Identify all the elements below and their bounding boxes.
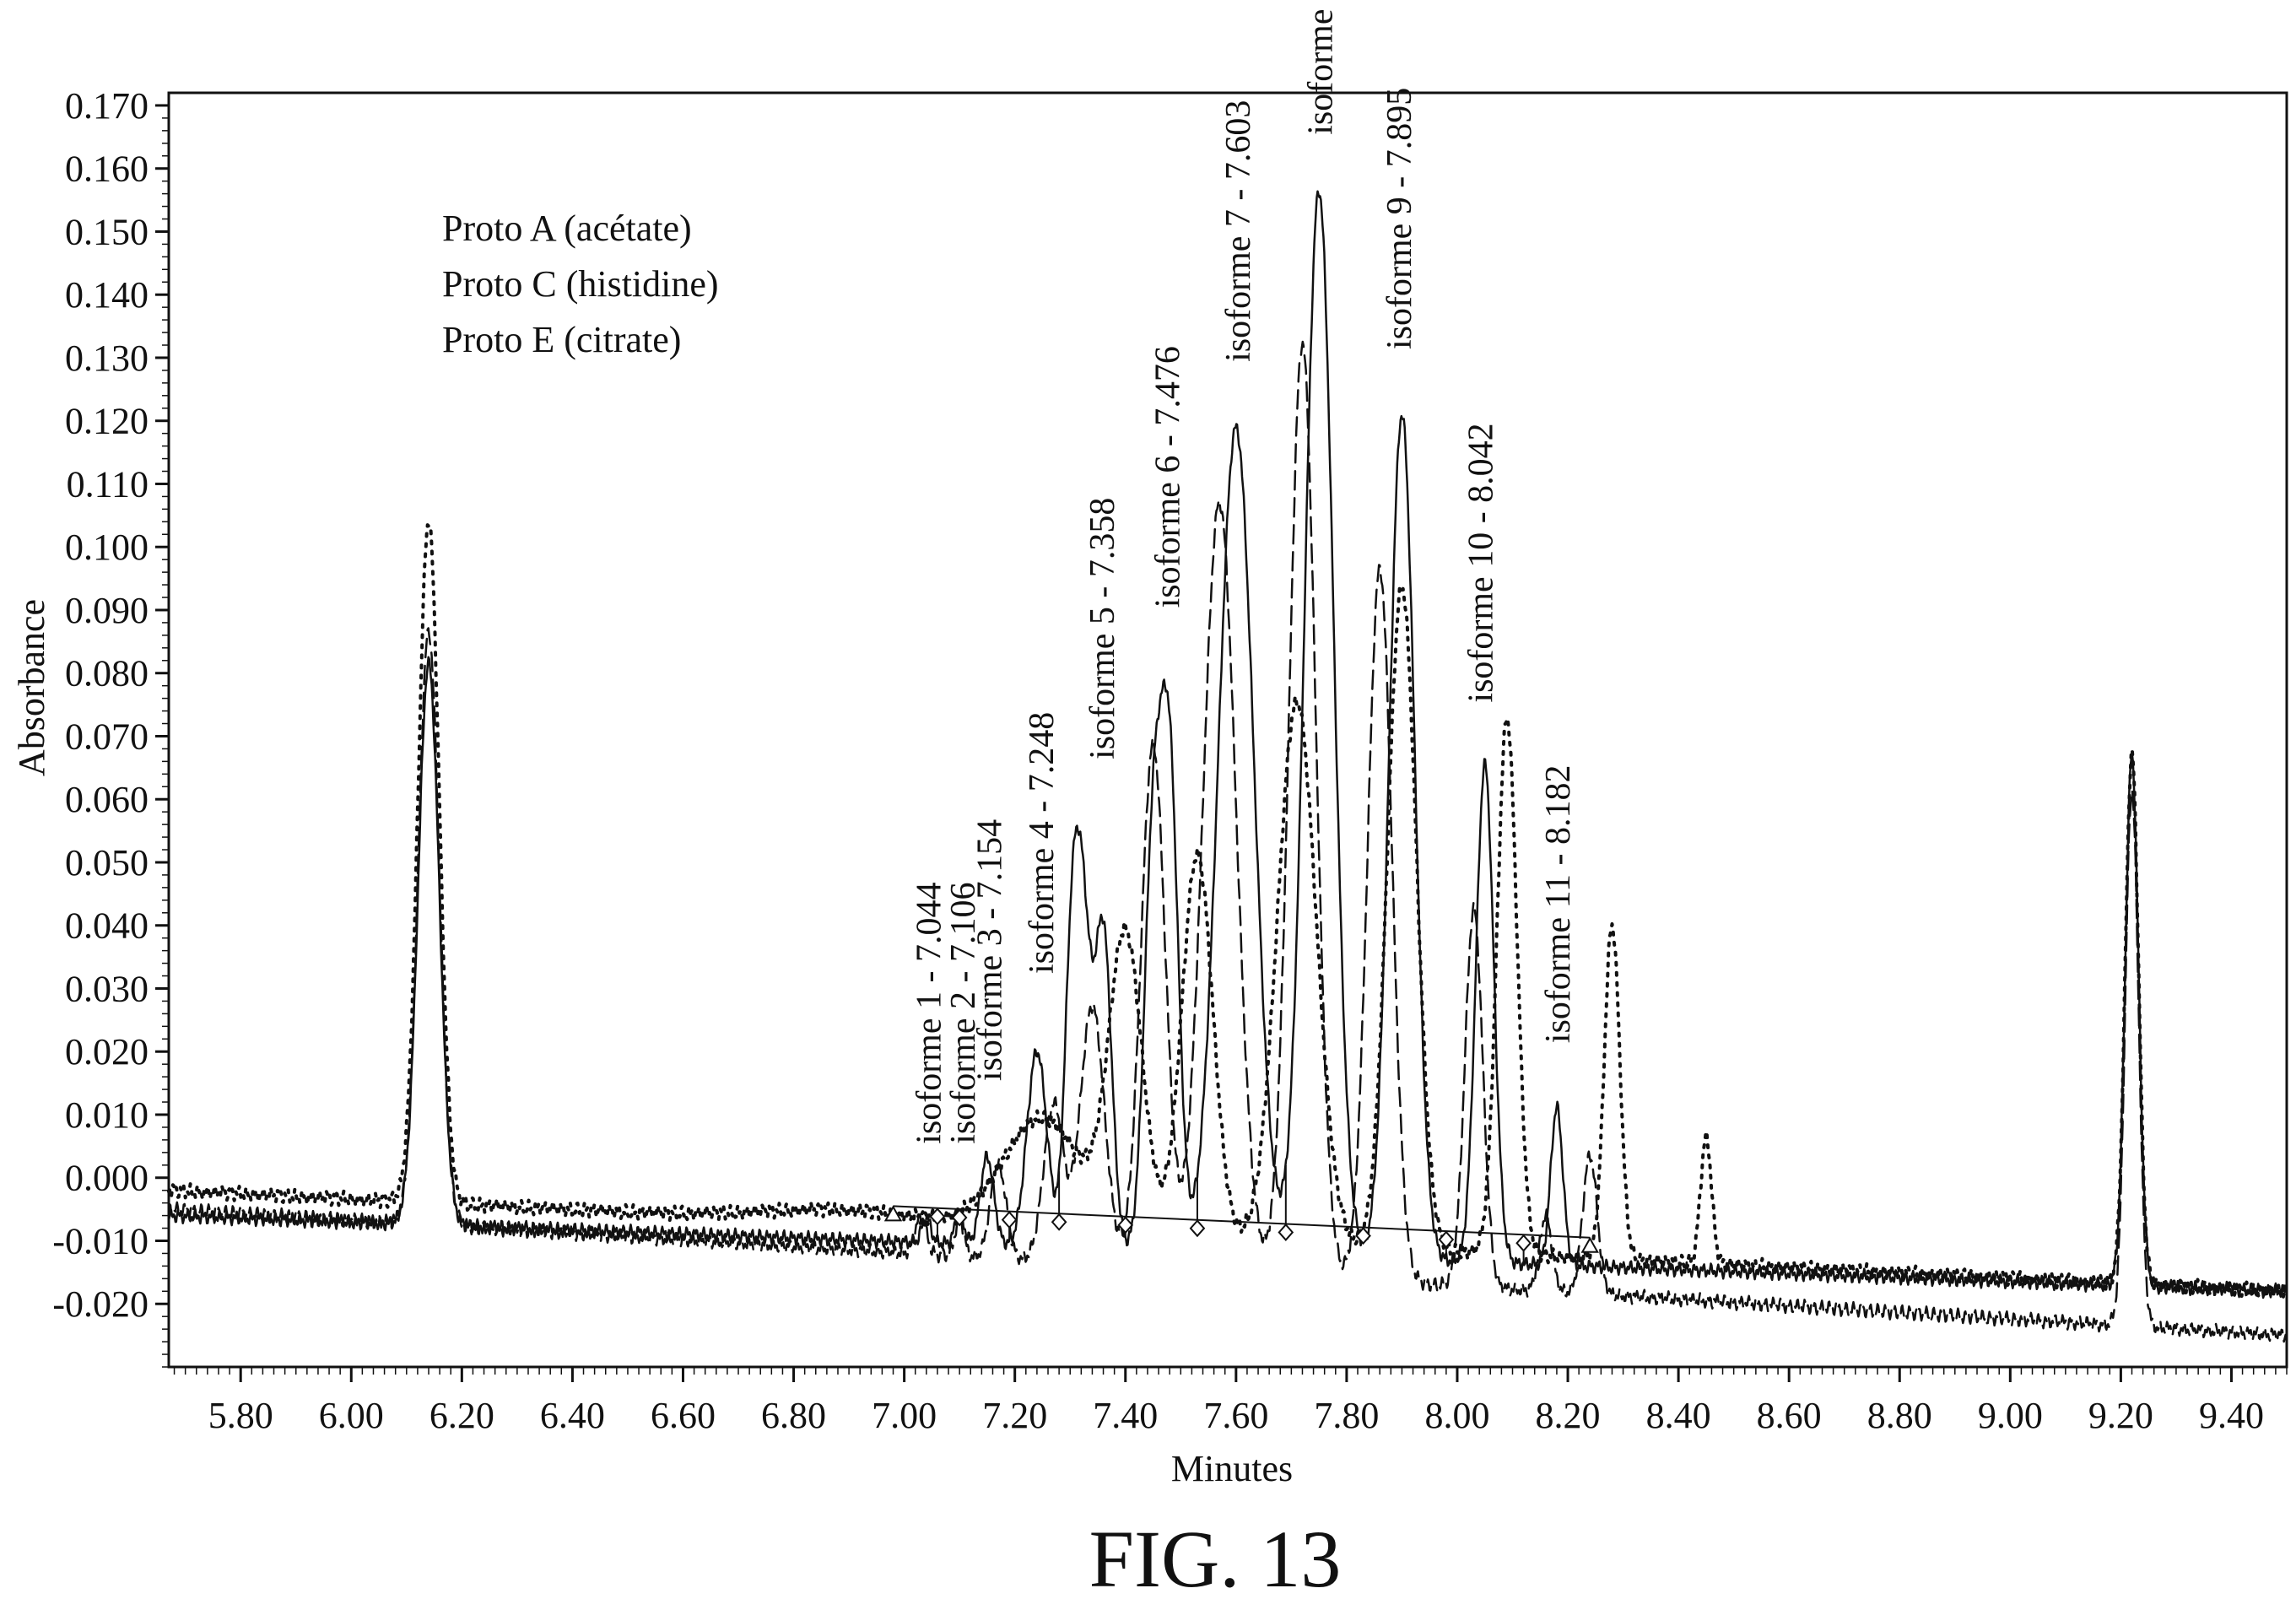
y-tick-label: 0.050 — [65, 842, 149, 883]
legend-entry: Proto A (acétate) — [442, 208, 692, 249]
y-tick-label: 0.100 — [65, 527, 149, 568]
integration-marker-diamond — [1001, 1211, 1018, 1229]
integration-marker-diamond — [1438, 1230, 1455, 1249]
series-line — [167, 523, 2288, 1300]
peak-annotation-label: isoforme 4 - 7.248 — [1023, 712, 1062, 974]
y-tick-label: 0.160 — [65, 149, 149, 190]
x-tick-label: 8.60 — [1757, 1395, 1822, 1436]
y-tick-label: 0.000 — [65, 1158, 149, 1199]
y-tick-label: 0.140 — [65, 274, 149, 316]
legend-entry: Proto C (histidine) — [442, 263, 719, 305]
x-tick-label: 9.40 — [2199, 1395, 2264, 1436]
integration-marker-diamond — [1117, 1216, 1134, 1234]
integration-marker-diamond — [1278, 1223, 1294, 1241]
x-tick-label: 6.80 — [761, 1395, 826, 1436]
y-tick-label: 0.090 — [65, 590, 149, 631]
x-tick-label: 8.20 — [1536, 1395, 1601, 1436]
integration-marker-diamond — [929, 1207, 946, 1226]
integration-marker-diamond — [1051, 1213, 1067, 1231]
x-tick-label: 6.00 — [319, 1395, 384, 1436]
integration-marker-diamond — [1189, 1219, 1206, 1238]
y-tick-label: 0.110 — [67, 463, 149, 505]
peak-annotation-label: isoforme 2 - 7.106 — [944, 883, 983, 1144]
plot-frame — [167, 91, 2288, 1369]
integration-marker-diamond — [951, 1208, 968, 1227]
x-axis-title: Minutes — [1171, 1448, 1293, 1489]
peak-annotation-label: isoforme 1 - 7.044 — [910, 883, 949, 1144]
y-axis-title: Absorbance — [11, 599, 52, 776]
x-tick-label: 7.60 — [1203, 1395, 1268, 1436]
x-tick-label: 7.80 — [1314, 1395, 1379, 1436]
y-tick-label: 0.170 — [65, 85, 149, 127]
x-tick-label: 6.60 — [651, 1395, 716, 1436]
integration-marker-triangle — [1580, 1236, 1599, 1253]
peak-annotation-label: isoforme 5 - 7.358 — [1083, 498, 1122, 759]
peak-annotation-label: isoforme 9 - 7.895 — [1380, 88, 1419, 349]
peak-annotation-label: isoforme 3 - 7.154 — [971, 819, 1010, 1081]
peak-annotation-label: isoforme 6 - 7.476 — [1149, 346, 1188, 608]
plot-area — [167, 190, 2288, 1343]
y-tick-label: 0.040 — [65, 905, 149, 947]
x-tick-label: 9.00 — [1978, 1395, 2043, 1436]
x-tick-label: 6.40 — [540, 1395, 605, 1436]
y-tick-label: 0.010 — [65, 1094, 149, 1136]
peak-annotation-label: isoforme 10 - 8.042 — [1462, 423, 1501, 702]
y-tick-label: 0.150 — [65, 211, 149, 252]
peak-annotation-label: isoforme 7 - 7.603 — [1219, 100, 1258, 362]
peak-annotation-label: isoforme 11 - 8.182 — [1539, 764, 1578, 1043]
x-tick-label: 7.00 — [872, 1395, 937, 1436]
integration-marker-diamond — [1515, 1234, 1532, 1252]
x-tick-label: 7.20 — [982, 1395, 1047, 1436]
x-tick-label: 9.20 — [2088, 1395, 2153, 1436]
x-tick-label: 7.40 — [1093, 1395, 1158, 1436]
x-tick-label: 5.80 — [208, 1395, 273, 1436]
figure-caption: FIG. 13 — [1089, 1514, 1342, 1599]
y-tick-label: 0.070 — [65, 716, 149, 757]
axes: 0.170 0.160 0.150 0.140 0.130 0.120 0.110 0.100… — [52, 85, 2288, 1436]
y-tick-label: 0.030 — [65, 968, 149, 1009]
legend-entry: Proto E (citrate) — [442, 319, 681, 360]
integration-marker-diamond — [1355, 1227, 1371, 1245]
y-tick-label: -0.020 — [52, 1283, 149, 1325]
x-tick-label: 8.40 — [1646, 1395, 1711, 1436]
y-tick-label: 0.120 — [65, 401, 149, 442]
legend: Proto A (acétate) Proto C (histidine) Prot… — [442, 208, 719, 360]
integration-marker-triangle — [883, 1205, 903, 1222]
y-tick-label: 0.080 — [65, 653, 149, 694]
x-tick-label: 8.80 — [1867, 1395, 1932, 1436]
x-tick-label: 6.20 — [429, 1395, 494, 1436]
y-tick-label: -0.010 — [52, 1220, 149, 1261]
series-line — [167, 340, 2288, 1343]
y-tick-label: 0.130 — [65, 338, 149, 379]
y-tick-label: 0.020 — [65, 1031, 149, 1072]
peak-annotation-label: isoforme 8 - 7.752 — [1301, 0, 1340, 135]
y-tick-label: 0.060 — [65, 779, 149, 820]
x-tick-label: 8.00 — [1424, 1395, 1489, 1436]
